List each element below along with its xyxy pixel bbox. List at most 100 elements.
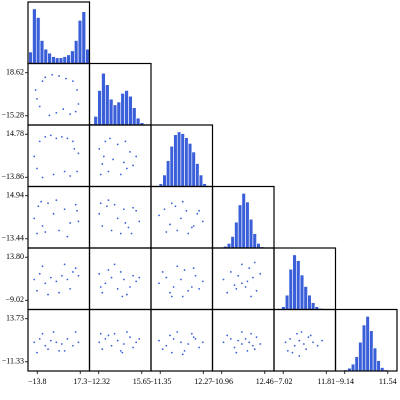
scatter-point [132, 206, 134, 209]
scatter-point [110, 344, 113, 347]
scatter-point [138, 337, 141, 340]
panel-frame [273, 308, 337, 372]
scatter-point [69, 222, 72, 224]
scatter-point [192, 267, 195, 270]
scatter-point [181, 295, 184, 298]
hist-bar [116, 101, 122, 126]
scatter-point [58, 291, 60, 294]
scatter-point [107, 269, 110, 271]
scatter-point [165, 276, 168, 279]
scatter-point [110, 276, 113, 279]
scatter-point [74, 267, 77, 270]
hist-bar [365, 316, 370, 372]
scatter-point [104, 282, 107, 285]
scatter-point [48, 114, 51, 117]
x-tick-label: −7.02 [274, 377, 293, 386]
scatter-point [63, 263, 66, 266]
scatter-point [298, 339, 301, 342]
scatter-point [104, 337, 107, 340]
panel-frame [27, 308, 91, 372]
hist-bar [105, 84, 110, 126]
scatter-point [253, 261, 256, 264]
panel-frame [88, 247, 152, 311]
scatter-point [183, 350, 186, 352]
scatter-point [170, 202, 173, 205]
scatter-point [165, 344, 168, 347]
hist-bar [39, 40, 45, 64]
scatter-point [33, 217, 36, 220]
scatter-point [72, 80, 74, 83]
scatter-point [181, 353, 184, 356]
hist-bar [230, 236, 235, 249]
scatter-point [237, 339, 240, 342]
x-tick-label: −9.14 [335, 377, 354, 386]
scatter-point [229, 337, 232, 340]
x-tick-label: −10.96 [210, 377, 233, 386]
scatter-point [44, 344, 47, 347]
scatter-point [33, 155, 36, 158]
scatter-point [60, 136, 63, 138]
scatter-point [116, 288, 119, 290]
scatter-point [190, 226, 193, 229]
scatter-point [106, 205, 108, 208]
scatter-point [47, 348, 49, 351]
x-tick-label: 12.27 [194, 377, 212, 386]
scatter-point [229, 271, 232, 273]
panel-frame [211, 247, 275, 311]
y-tick-label: 13.80 [6, 252, 24, 261]
scatter-point [36, 98, 38, 100]
scatter-point [163, 208, 166, 211]
scatter-point [34, 89, 37, 91]
scatter-point [198, 288, 201, 290]
scatter-point [316, 344, 319, 347]
scatter-point [180, 341, 182, 344]
scatter-point [122, 278, 125, 281]
scatter-point [289, 337, 292, 340]
panel-frame [150, 308, 214, 372]
y-tick-label: 18.62 [6, 68, 24, 77]
panel-frame [88, 124, 152, 188]
hist-bar [245, 201, 250, 249]
scatter-point [62, 108, 65, 110]
scatter-point [33, 278, 36, 281]
scatter-point [185, 209, 188, 212]
scatter-point [101, 225, 104, 227]
hist-bar [292, 254, 297, 310]
hist-bar [354, 356, 359, 372]
scatter-point [129, 151, 131, 153]
hist-bar [198, 174, 204, 187]
scatter-point [74, 331, 77, 333]
scatter-point [44, 231, 47, 233]
scatter-point [63, 208, 66, 211]
scatter-point [126, 293, 128, 296]
hist-bar [187, 143, 193, 187]
scatter-point [240, 282, 243, 285]
scatter-point [300, 331, 303, 333]
scatter-point [170, 351, 173, 354]
scatter-point [244, 286, 247, 288]
scatter-point [52, 173, 55, 176]
hist-bar [372, 347, 378, 372]
scatter-point [237, 274, 240, 277]
scatter-point [180, 278, 182, 281]
hist-bar [108, 98, 114, 126]
scatter-point [305, 348, 308, 351]
hist-bar [361, 324, 367, 372]
scatter-point [49, 276, 52, 279]
hist-bar [180, 133, 185, 187]
x-tick-label: 11.54 [379, 377, 397, 386]
hist-bar [132, 107, 137, 126]
scatter-point [113, 263, 116, 266]
scatter-point [259, 343, 262, 345]
scatter-point [122, 343, 125, 345]
scatter-point [69, 175, 72, 177]
hist-bar [376, 360, 381, 372]
scatter-point [192, 225, 195, 227]
scatter-point [119, 173, 122, 176]
scatter-point [132, 274, 134, 277]
scatter-point [169, 291, 171, 294]
scatter-point [132, 346, 134, 349]
scatter-point [44, 76, 47, 79]
scatter-point [226, 334, 229, 337]
scatter-point [158, 214, 160, 217]
